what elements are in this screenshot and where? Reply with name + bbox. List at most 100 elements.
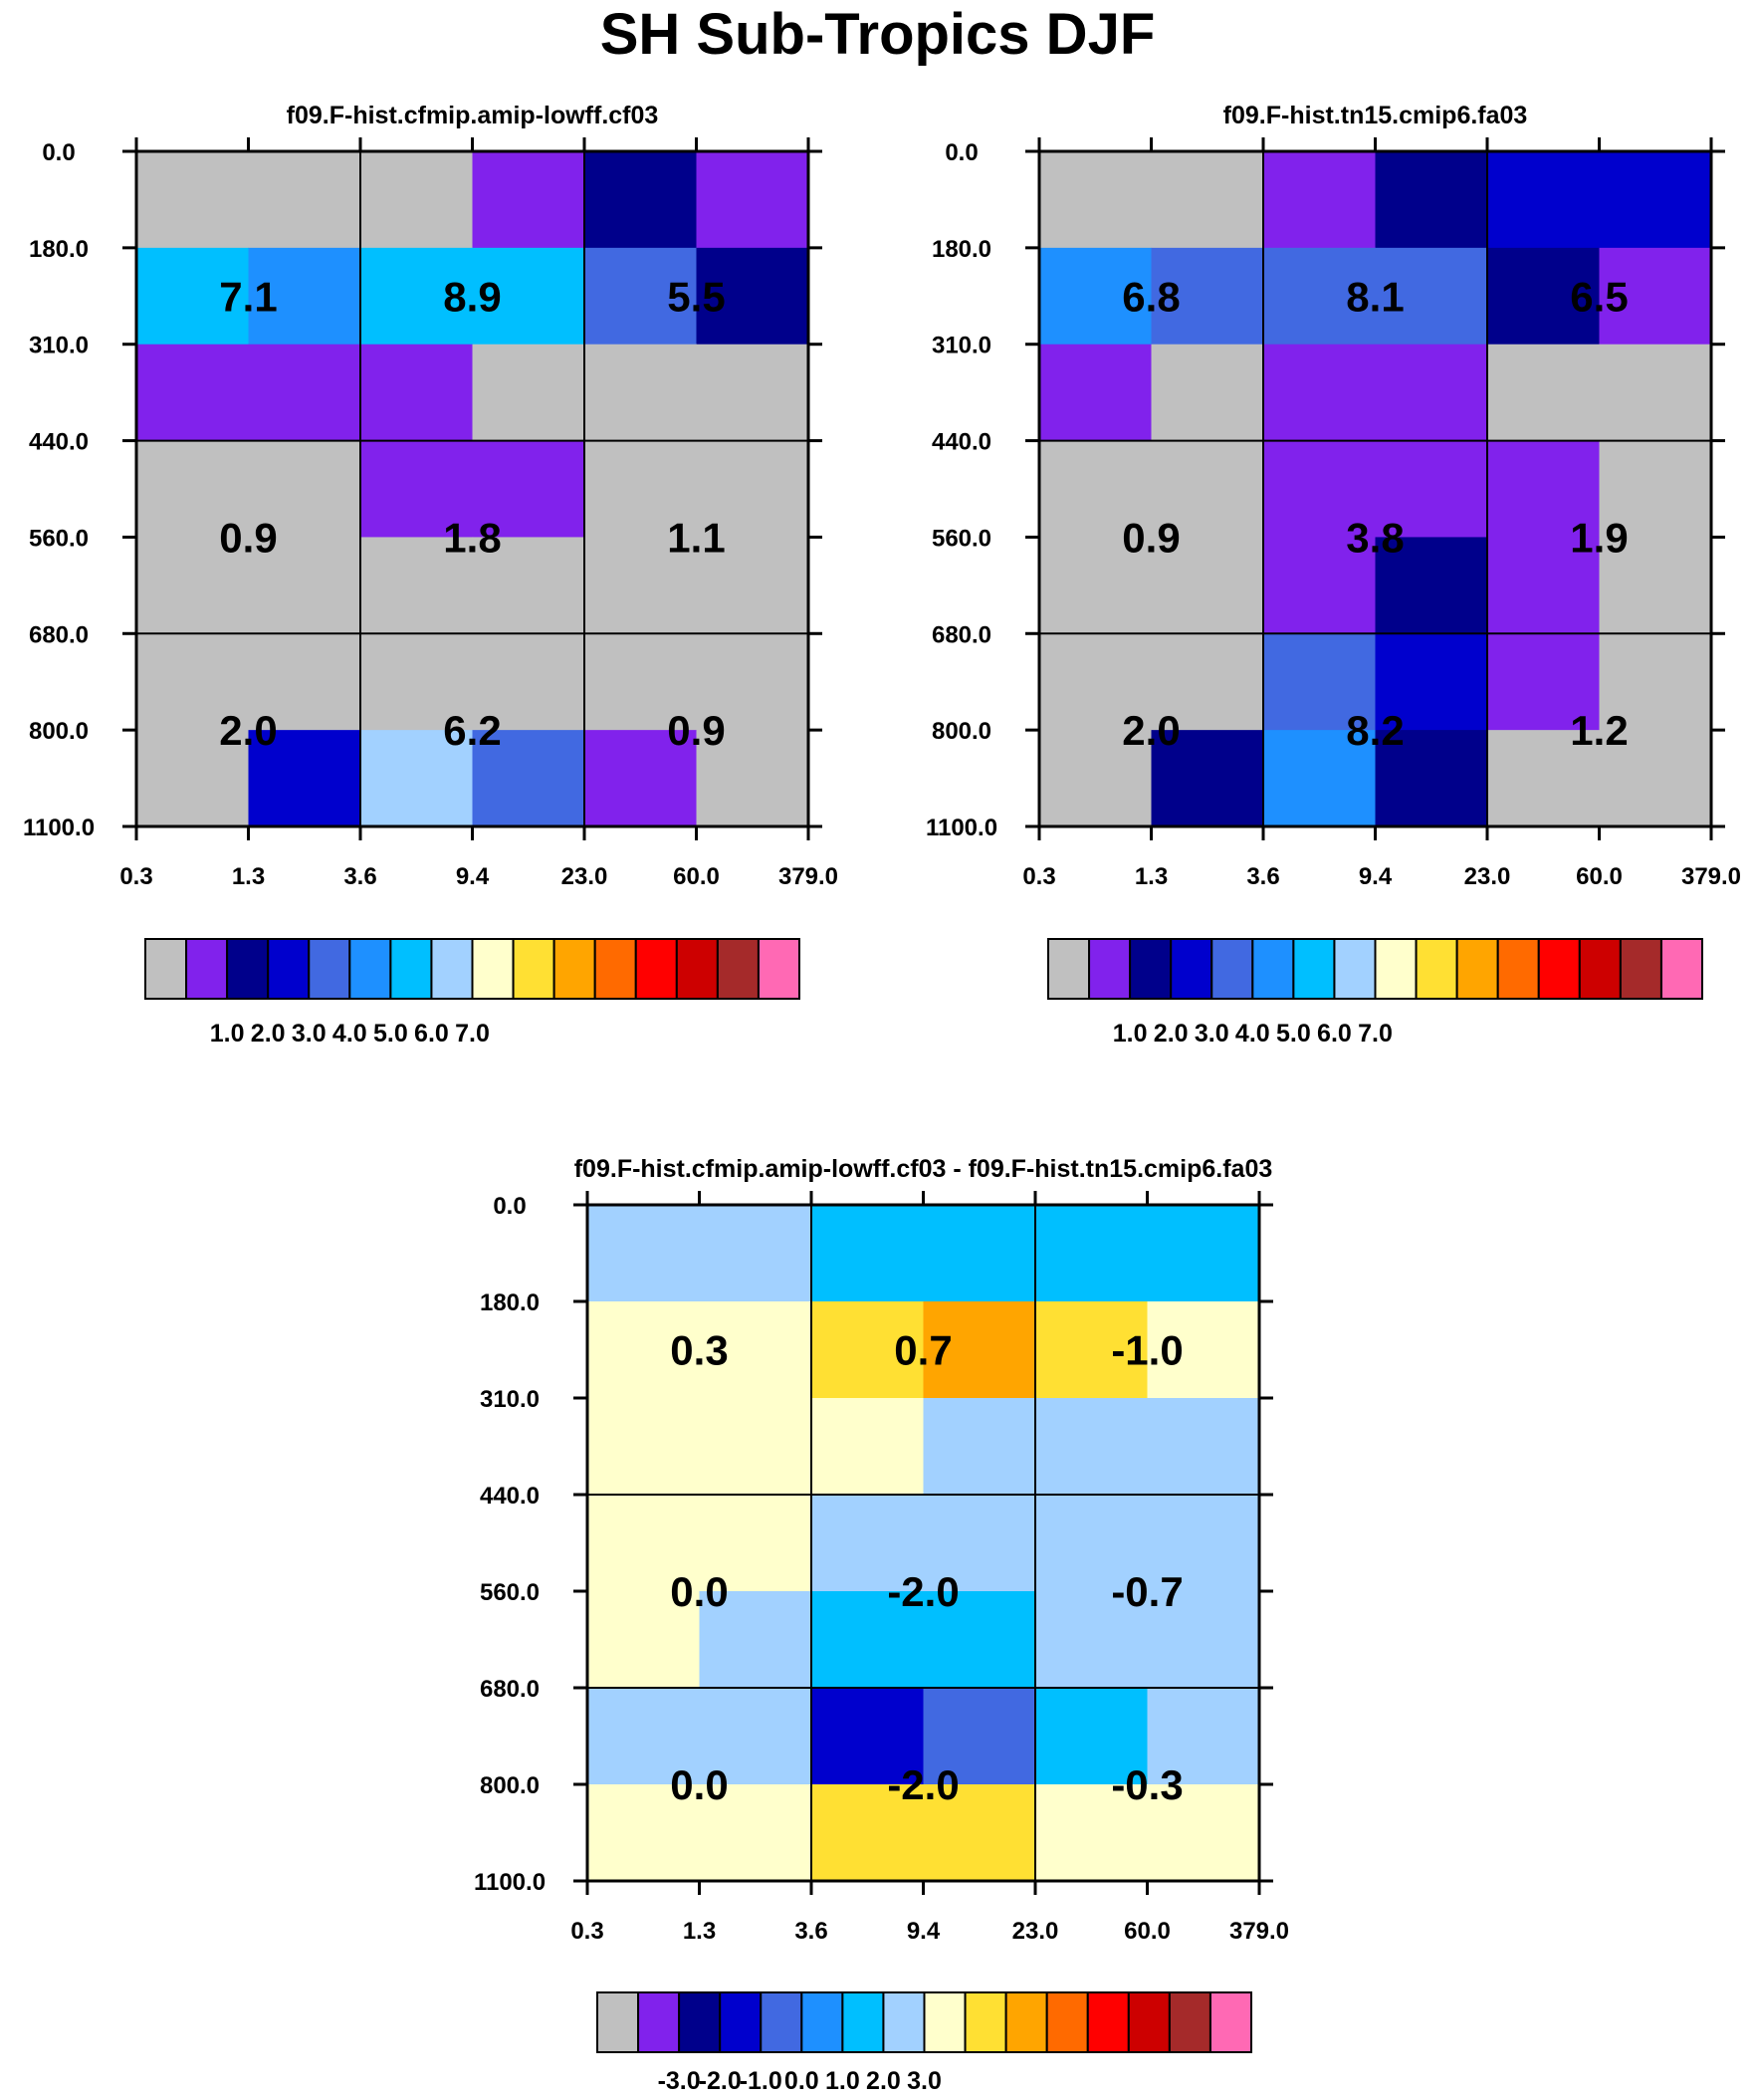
heatmap-cell bbox=[136, 151, 250, 249]
heatmap-cell bbox=[1035, 1688, 1149, 1785]
x-tick-label: 60.0 bbox=[1124, 1918, 1171, 1945]
y-tick-label: 1100.0 bbox=[23, 815, 95, 841]
heatmap-cell bbox=[248, 344, 361, 442]
heatmap-cell bbox=[811, 1591, 925, 1689]
heatmap-cell bbox=[696, 344, 809, 442]
cell-value-label: -1.0 bbox=[1111, 1327, 1183, 1374]
colorbar-swatch bbox=[1415, 938, 1458, 1000]
heatmap-cell bbox=[1147, 1688, 1260, 1785]
y-tick-label: 680.0 bbox=[480, 1676, 540, 1703]
figure-title: SH Sub-Tropics DJF bbox=[599, 2, 1156, 67]
heatmap-cell bbox=[1487, 537, 1601, 634]
heatmap-cell bbox=[811, 1301, 925, 1399]
x-tick-label: 9.4 bbox=[456, 863, 490, 890]
colorbar-swatch bbox=[1455, 938, 1499, 1000]
heatmap-panel-model-cf03: f09.F-hist.cfmip.amip-lowff.cf03 0.0 180.0… bbox=[23, 102, 838, 1048]
y-tick-label: 560.0 bbox=[932, 525, 991, 552]
y-tick-label: 180.0 bbox=[932, 236, 991, 263]
heatmap-cell bbox=[584, 247, 698, 346]
heatmap-cell bbox=[811, 1495, 925, 1592]
heatmap-cell bbox=[472, 247, 585, 346]
colorbar-tick-label: 2.0 bbox=[251, 1020, 286, 1048]
heatmap-cell bbox=[1263, 151, 1377, 249]
heatmap-cell bbox=[360, 730, 474, 827]
heatmap-cell bbox=[1263, 247, 1377, 346]
heatmap-cell bbox=[472, 730, 585, 827]
heatmap-cell bbox=[1599, 344, 1712, 442]
x-tick-label: 23.0 bbox=[1012, 1918, 1059, 1945]
heatmap-cell bbox=[360, 151, 474, 249]
heatmap-cell bbox=[923, 1495, 1036, 1592]
cell-value-label: 0.9 bbox=[219, 514, 277, 561]
colorbar-tick-label: 4.0 bbox=[332, 1020, 367, 1048]
x-tick-label: 379.0 bbox=[778, 863, 838, 890]
heatmap-cell bbox=[1487, 633, 1601, 731]
heatmap-cell bbox=[1147, 1495, 1260, 1592]
y-tick-label: 560.0 bbox=[29, 525, 89, 552]
heatmap-cell bbox=[1599, 151, 1712, 249]
heatmap-cell bbox=[699, 1591, 812, 1689]
colorbar-swatch bbox=[1088, 938, 1132, 1000]
colorbar-swatch bbox=[757, 938, 800, 1000]
heatmap-cell bbox=[1487, 247, 1601, 346]
y-tick-label: 440.0 bbox=[480, 1483, 540, 1510]
heatmap-cell bbox=[360, 247, 474, 346]
colorbar-swatch bbox=[593, 938, 637, 1000]
heatmap-cell bbox=[1375, 537, 1488, 634]
heatmap-panel-difference: f09.F-hist.cfmip.amip-lowff.cf03 - f09.F… bbox=[474, 1155, 1289, 2095]
colorbar-swatch bbox=[1004, 1991, 1048, 2053]
colorbar-tick-label: 7.0 bbox=[1358, 1020, 1393, 1048]
heatmap-cell bbox=[587, 1591, 701, 1689]
heatmap-cell bbox=[923, 1784, 1036, 1882]
cell-value-label: 6.5 bbox=[1570, 273, 1628, 320]
heatmap-cell bbox=[1599, 633, 1712, 731]
heatmap-cell bbox=[1039, 151, 1153, 249]
colorbar-tick-label: -3.0 bbox=[658, 2067, 701, 2095]
colorbar-swatch bbox=[637, 1991, 681, 2053]
colorbar-swatch bbox=[144, 938, 188, 1000]
heatmap-cell bbox=[360, 440, 474, 539]
heatmap-cell bbox=[136, 247, 250, 346]
cell-value-label: 0.0 bbox=[670, 1568, 728, 1615]
colorbar-swatch bbox=[1619, 938, 1662, 1000]
heatmap-cell bbox=[1035, 1301, 1149, 1399]
cell-value-label: 1.1 bbox=[667, 514, 725, 561]
y-tick-label: 1100.0 bbox=[474, 1869, 546, 1896]
heatmap-cell bbox=[472, 440, 585, 539]
heatmap-cell bbox=[696, 151, 809, 249]
heatmap-cell bbox=[248, 440, 361, 539]
heatmap-cell bbox=[248, 247, 361, 346]
colorbar-swatch bbox=[430, 938, 474, 1000]
heatmap-cell bbox=[699, 1301, 812, 1399]
cell-value-label: 1.8 bbox=[443, 514, 501, 561]
colorbar-tick-label: 1.0 bbox=[1113, 1020, 1148, 1048]
heatmap-cell bbox=[472, 344, 585, 442]
colorbar-swatch bbox=[348, 938, 392, 1000]
colorbar-swatch bbox=[964, 1991, 1007, 2053]
heatmap-cell bbox=[1599, 730, 1712, 827]
cell-value-label: 5.5 bbox=[667, 273, 725, 320]
colorbar-tick-label: -1.0 bbox=[740, 2067, 782, 2095]
x-tick-label: 379.0 bbox=[1229, 1918, 1289, 1945]
y-tick-label: 680.0 bbox=[932, 621, 991, 648]
y-tick-label: 680.0 bbox=[29, 621, 89, 648]
heatmap-cell bbox=[1147, 1591, 1260, 1689]
cell-value-label: 8.9 bbox=[443, 273, 501, 320]
colorbar-swatch bbox=[1129, 938, 1173, 1000]
heatmap-cell bbox=[1039, 633, 1153, 731]
heatmap-cell bbox=[699, 1495, 812, 1592]
heatmap-cell bbox=[1375, 730, 1488, 827]
heatmap-cell bbox=[1147, 1205, 1260, 1302]
colorbar-tick-label: 3.0 bbox=[907, 2067, 942, 2095]
colorbar-swatch bbox=[596, 1991, 640, 2053]
y-tick-label: 0.0 bbox=[945, 139, 978, 166]
y-tick-label: 440.0 bbox=[932, 429, 991, 456]
x-tick-label: 379.0 bbox=[1681, 863, 1741, 890]
x-tick-label: 3.6 bbox=[794, 1918, 827, 1945]
heatmap-cell bbox=[1039, 730, 1153, 827]
heatmap-cell bbox=[1151, 440, 1264, 539]
heatmap-cell bbox=[1147, 1398, 1260, 1496]
cell-value-label: 8.1 bbox=[1346, 273, 1404, 320]
colorbar-tick-label: 6.0 bbox=[1317, 1020, 1352, 1048]
